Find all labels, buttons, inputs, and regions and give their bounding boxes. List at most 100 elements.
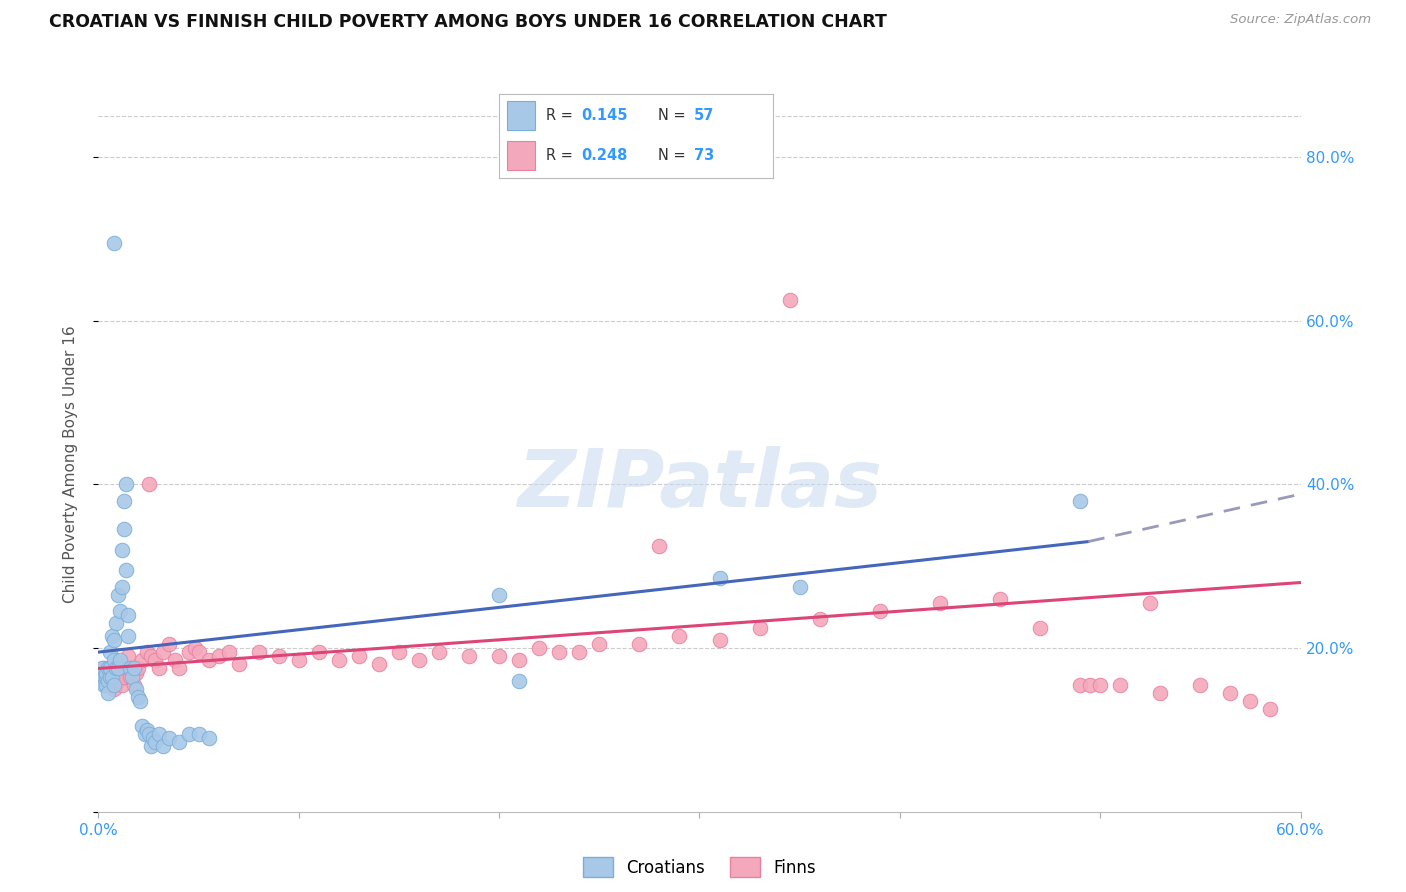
Point: [548, 645, 571, 659]
Point: [97, 686, 120, 700]
Point: [128, 690, 150, 705]
Point: [107, 661, 129, 675]
Point: [141, 731, 163, 745]
Point: [117, 608, 139, 623]
Point: [177, 645, 200, 659]
Point: [103, 681, 125, 696]
Point: [988, 591, 1011, 606]
Point: [869, 604, 891, 618]
Point: [96, 670, 118, 684]
Point: [101, 661, 124, 675]
Point: [197, 653, 219, 667]
Legend: Croatians, Finns: Croatians, Finns: [576, 851, 823, 883]
Point: [709, 632, 731, 647]
Point: [105, 616, 128, 631]
Text: 0.145: 0.145: [582, 108, 628, 123]
Point: [1069, 493, 1091, 508]
Point: [103, 632, 125, 647]
Text: R =: R =: [546, 148, 578, 163]
Point: [197, 731, 219, 745]
Point: [458, 649, 481, 664]
Point: [134, 727, 156, 741]
Point: [93, 670, 115, 684]
Point: [157, 637, 180, 651]
Point: [408, 653, 430, 667]
Point: [139, 739, 162, 754]
Point: [267, 649, 290, 664]
Point: [1109, 678, 1132, 692]
Y-axis label: Child Poverty Among Boys Under 16: Child Poverty Among Boys Under 16: [63, 325, 77, 603]
Point: [114, 493, 136, 508]
Point: [97, 661, 120, 675]
Point: [1139, 596, 1161, 610]
Point: [247, 645, 270, 659]
Point: [218, 645, 240, 659]
Point: [111, 542, 134, 557]
Point: [1088, 678, 1111, 692]
Point: [1239, 694, 1261, 708]
Point: [100, 661, 122, 675]
Text: 0.248: 0.248: [582, 148, 627, 163]
Point: [508, 653, 530, 667]
Point: [124, 678, 146, 692]
Point: [152, 739, 174, 754]
Point: [111, 678, 134, 692]
Point: [808, 612, 831, 626]
Text: CROATIAN VS FINNISH CHILD POVERTY AMONG BOYS UNDER 16 CORRELATION CHART: CROATIAN VS FINNISH CHILD POVERTY AMONG …: [49, 13, 887, 31]
Point: [143, 653, 166, 667]
Point: [103, 678, 125, 692]
Point: [308, 645, 330, 659]
Point: [1078, 678, 1101, 692]
Text: R =: R =: [546, 108, 578, 123]
Point: [100, 678, 122, 692]
Point: [100, 645, 122, 659]
Text: 57: 57: [693, 108, 714, 123]
Bar: [508, 141, 534, 169]
Point: [115, 661, 138, 675]
Point: [139, 649, 162, 664]
Point: [107, 588, 129, 602]
Point: [1260, 702, 1282, 716]
Point: [105, 661, 128, 675]
Point: [101, 629, 124, 643]
Point: [121, 661, 143, 675]
Point: [114, 670, 136, 684]
Point: [114, 522, 136, 536]
Point: [97, 673, 120, 688]
Point: [628, 637, 651, 651]
Point: [208, 649, 231, 664]
Point: [328, 653, 350, 667]
Point: [163, 653, 186, 667]
Point: [103, 235, 125, 250]
Point: [568, 645, 591, 659]
Point: [143, 735, 166, 749]
Point: [488, 588, 510, 602]
Point: [117, 629, 139, 643]
Point: [138, 727, 160, 741]
Point: [96, 670, 118, 684]
Point: [789, 580, 811, 594]
Point: [120, 670, 142, 684]
Point: [488, 649, 510, 664]
Point: [125, 681, 148, 696]
Point: [1149, 686, 1171, 700]
Point: [427, 645, 450, 659]
Point: [388, 645, 411, 659]
Point: [135, 645, 157, 659]
Point: [1069, 678, 1091, 692]
Point: [668, 629, 690, 643]
Point: [105, 670, 128, 684]
Bar: [508, 102, 534, 130]
Point: [167, 661, 190, 675]
Point: [121, 670, 143, 684]
Point: [107, 673, 129, 688]
Text: N =: N =: [658, 108, 690, 123]
Point: [103, 653, 125, 667]
Point: [115, 563, 138, 577]
Point: [1219, 686, 1241, 700]
Point: [177, 727, 200, 741]
Point: [347, 649, 370, 664]
Point: [120, 661, 142, 675]
Point: [588, 637, 610, 651]
Point: [157, 731, 180, 745]
